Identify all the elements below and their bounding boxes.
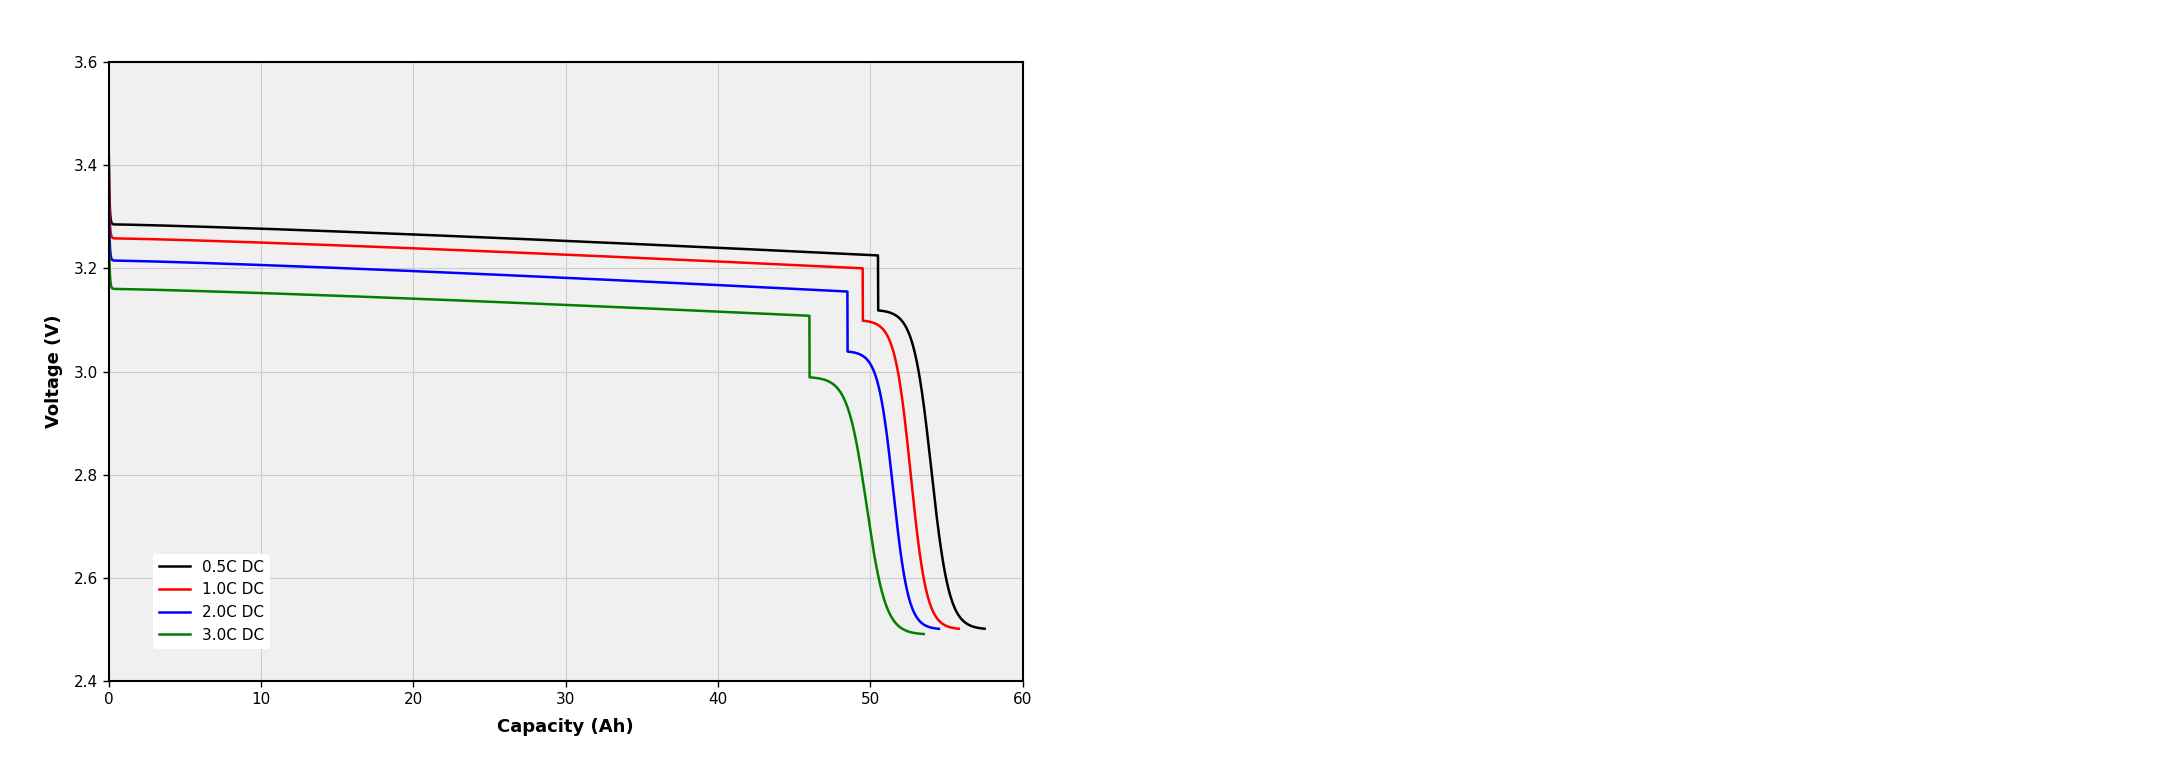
Y-axis label: Voltage (V): Voltage (V) [46,315,63,428]
1.0C DC [714,257,740,266]
0.5C DC [511,235,537,244]
3.0C DC [688,307,714,316]
3.0C DC [844,447,870,457]
3.0C DC [437,296,463,305]
3.0C DC [483,297,509,307]
Line: 0.5C DC: 0.5C DC [109,155,984,628]
2.0C DC [698,280,725,289]
Line: 3.0C DC: 3.0C DC [109,224,923,634]
0.5C DC [901,345,927,354]
Line: 2.0C DC: 2.0C DC [109,196,940,628]
0.5C DC [970,624,997,633]
3.0C DC [96,220,122,229]
1.0C DC [453,246,479,255]
2.0C DC [444,269,470,278]
3.0C DC [886,622,912,631]
0.5C DC [96,150,122,159]
2.0C DC [927,624,953,633]
0.5C DC [470,233,496,242]
1.0C DC [947,624,973,633]
1.0C DC [877,337,903,347]
2.0C DC [96,191,122,200]
3.0C DC [910,629,936,639]
0.5C DC [463,232,490,241]
1.0C DC [500,248,527,257]
3.0C DC [444,296,470,305]
1.0C DC [96,163,122,173]
0.5C DC [731,245,757,254]
1.0C DC [920,606,947,615]
2.0C DC [450,269,477,278]
2.0C DC [901,607,927,616]
X-axis label: Capacity (Ah): Capacity (Ah) [498,717,633,735]
Legend: 0.5C DC, 1.0C DC, 2.0C DC, 3.0C DC: 0.5C DC, 1.0C DC, 2.0C DC, 3.0C DC [152,553,270,649]
0.5C DC [944,609,970,618]
2.0C DC [860,362,886,372]
2.0C DC [490,270,516,279]
1.0C DC [459,246,485,255]
Line: 1.0C DC: 1.0C DC [109,168,960,628]
